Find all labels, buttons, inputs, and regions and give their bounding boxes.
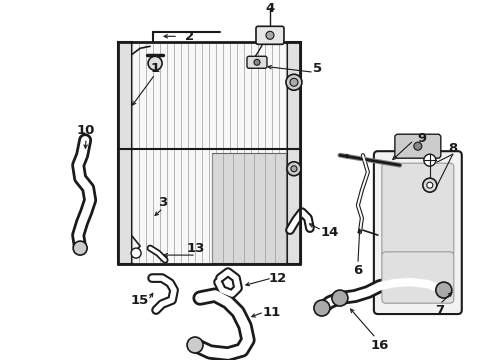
FancyBboxPatch shape: [374, 151, 462, 314]
Circle shape: [287, 162, 301, 176]
Circle shape: [254, 59, 260, 65]
Circle shape: [286, 74, 302, 90]
Circle shape: [314, 300, 330, 316]
Circle shape: [266, 31, 274, 39]
Text: 1: 1: [150, 62, 160, 75]
Bar: [212, 153, 286, 263]
Text: 4: 4: [266, 2, 274, 15]
Circle shape: [187, 337, 203, 353]
Circle shape: [148, 56, 162, 70]
Circle shape: [73, 241, 87, 255]
Circle shape: [423, 178, 437, 192]
Circle shape: [332, 290, 348, 306]
Bar: [287, 42, 301, 264]
Circle shape: [266, 28, 274, 36]
FancyBboxPatch shape: [395, 134, 441, 158]
Text: 16: 16: [370, 338, 389, 351]
Circle shape: [424, 154, 436, 166]
Circle shape: [436, 282, 452, 298]
Text: 6: 6: [353, 264, 363, 276]
Text: 2: 2: [186, 30, 195, 43]
Circle shape: [290, 78, 298, 86]
Text: 12: 12: [269, 271, 287, 284]
Text: 8: 8: [448, 142, 458, 155]
Circle shape: [427, 182, 433, 188]
Text: 14: 14: [321, 226, 339, 239]
Text: 10: 10: [77, 124, 96, 137]
FancyBboxPatch shape: [382, 252, 454, 303]
Text: 9: 9: [417, 132, 426, 145]
Bar: [132, 43, 287, 263]
FancyBboxPatch shape: [247, 56, 267, 68]
Text: 5: 5: [314, 62, 322, 75]
Text: 7: 7: [435, 303, 444, 316]
FancyBboxPatch shape: [382, 163, 454, 256]
Text: 15: 15: [131, 293, 149, 307]
Text: 11: 11: [263, 306, 281, 319]
Circle shape: [291, 166, 297, 172]
Circle shape: [131, 248, 141, 258]
Text: 3: 3: [158, 195, 168, 209]
Bar: [118, 42, 132, 264]
Text: 13: 13: [187, 242, 205, 255]
Circle shape: [414, 142, 422, 150]
FancyBboxPatch shape: [256, 26, 284, 44]
